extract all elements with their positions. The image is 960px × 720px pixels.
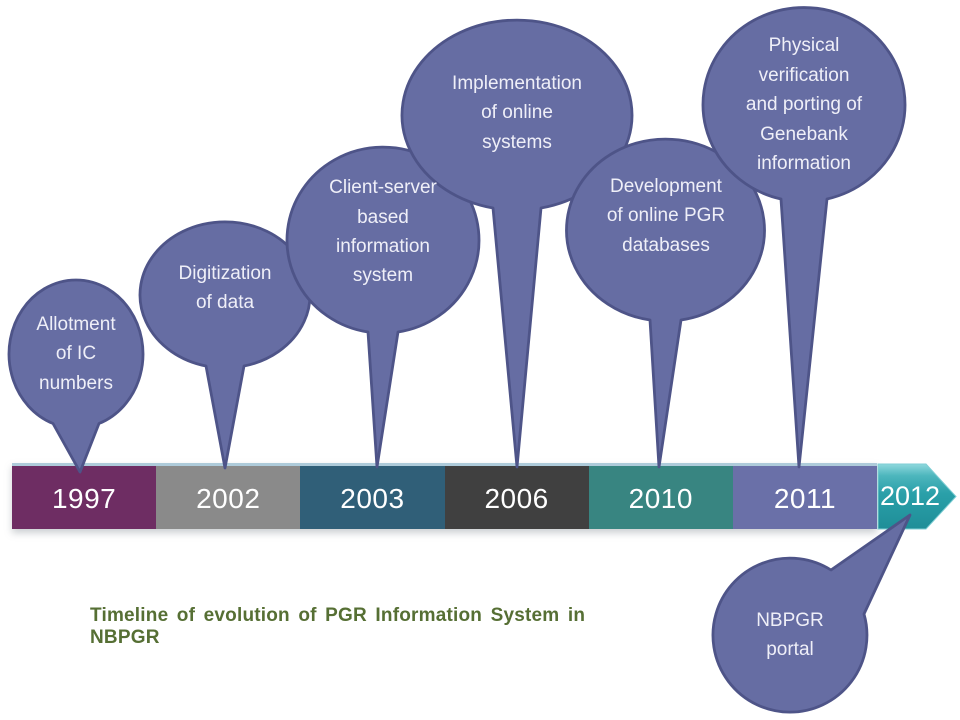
year-label-1997: 1997 xyxy=(51,482,117,514)
segment-2003: 2003 xyxy=(300,466,445,529)
year-label-2011: 2011 xyxy=(773,482,837,514)
segment-2010: 2010 xyxy=(588,466,733,529)
balloon-label-2012-portal: NBPGR portal xyxy=(756,609,824,660)
balloon-label-2011: Physical verification and porting of Gen… xyxy=(745,35,863,175)
year-label-2012: 2012 xyxy=(879,480,941,511)
slide-caption: Timeline of evolution of PGR Information… xyxy=(90,605,586,648)
balloon-label-1997: Allotment of IC numbers xyxy=(36,313,116,394)
year-label-2010: 2010 xyxy=(628,482,693,514)
balloon-label-2002: Digitization of data xyxy=(178,262,272,313)
segment-2002: 2002 xyxy=(156,466,301,529)
balloon-label-2003: Client-server based information system xyxy=(329,177,437,287)
segment-2011: 2011 xyxy=(732,466,878,529)
balloon-label-2006: Implementation of online systems xyxy=(452,72,582,153)
year-label-2003: 2003 xyxy=(340,482,405,514)
year-label-2006: 2006 xyxy=(484,482,549,514)
timeline-segments: 1997 2002 2003 2006 2010 2011 xyxy=(12,466,878,529)
balloon-label-2010: Development of online PGR databases xyxy=(606,175,726,256)
year-label-2002: 2002 xyxy=(196,482,261,514)
segment-1997: 1997 xyxy=(12,466,157,529)
timeline-bar: 1997 2002 2003 2006 2010 2011 xyxy=(12,463,878,529)
segment-2006: 2006 xyxy=(444,466,589,529)
